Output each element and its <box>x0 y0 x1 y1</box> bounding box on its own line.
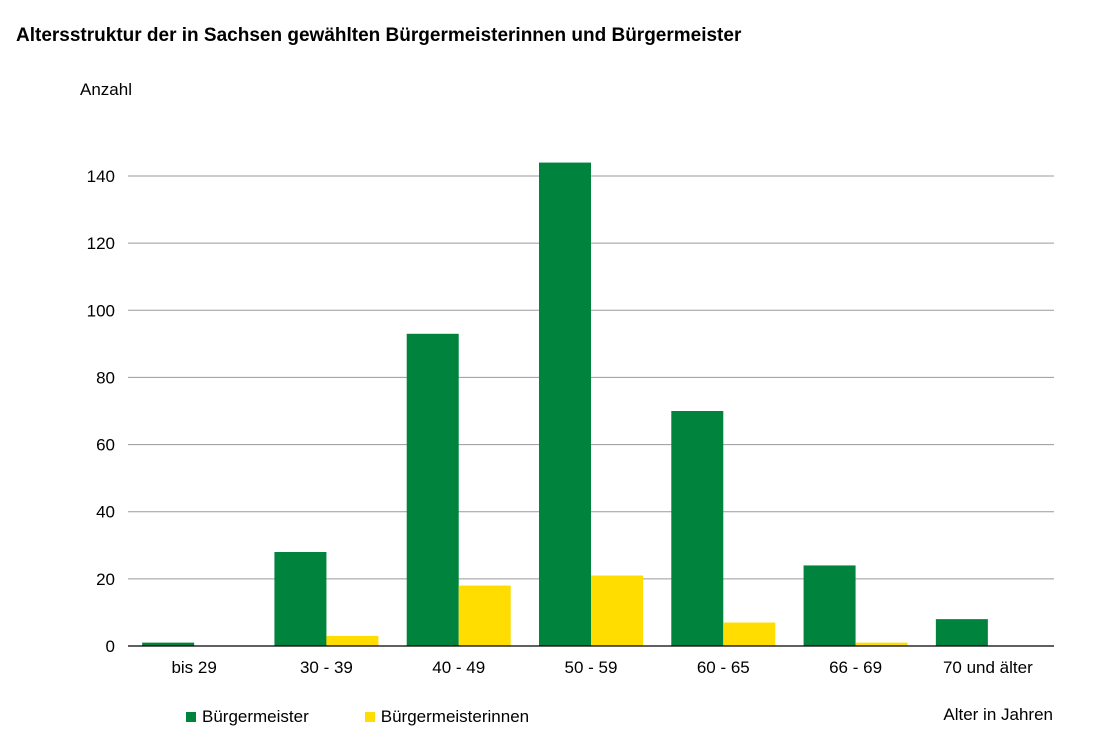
bar-buergermeister <box>671 411 724 646</box>
x-tick-label: bis 29 <box>171 658 216 677</box>
x-tick-label: 50 - 59 <box>565 658 618 677</box>
x-tick-label: 70 und älter <box>943 658 1033 677</box>
bar-buergermeisterinnen <box>855 642 908 646</box>
bar-buergermeisterinnen <box>591 575 643 646</box>
legend: Bürgermeister Bürgermeisterinnen <box>186 707 529 727</box>
x-tick-label: 66 - 69 <box>829 658 882 677</box>
bar-buergermeister <box>274 552 327 646</box>
y-tick-label: 100 <box>87 301 115 320</box>
y-tick-label: 80 <box>96 368 115 387</box>
bar-buergermeister <box>935 619 988 646</box>
chart-title: Altersstruktur der in Sachsen gewählten … <box>16 25 742 46</box>
legend-item-buergermeister: Bürgermeister <box>186 707 309 727</box>
bar-buergermeister <box>539 162 591 647</box>
legend-swatch-buergermeisterinnen <box>364 712 375 722</box>
legend-label-buergermeisterinnen: Bürgermeisterinnen <box>380 707 530 726</box>
y-tick-label: 60 <box>96 436 115 455</box>
x-tick-label: 30 - 39 <box>300 658 353 677</box>
bar-buergermeister <box>406 333 459 646</box>
x-tick-label: 60 - 65 <box>697 658 750 677</box>
legend-label-buergermeister: Bürgermeister <box>202 707 309 726</box>
legend-item-buergermeisterinnen: Bürgermeisterinnen <box>364 707 530 727</box>
y-tick-label: 40 <box>96 503 115 522</box>
bar-buergermeister <box>142 642 195 646</box>
bar-buergermeisterinnen <box>723 622 776 646</box>
bar-buergermeisterinnen <box>326 635 379 646</box>
y-axis-label: Anzahl <box>80 80 132 99</box>
x-axis-label: Alter in Jahren <box>943 705 1053 724</box>
y-tick-label: 20 <box>96 570 115 589</box>
legend-swatch-buergermeister <box>186 712 196 722</box>
bar-buergermeister <box>803 565 856 646</box>
bar-buergermeisterinnen <box>458 585 511 646</box>
y-tick-label: 0 <box>106 637 115 656</box>
y-tick-label: 140 <box>87 167 115 186</box>
y-tick-label: 120 <box>87 234 115 253</box>
x-tick-label: 40 - 49 <box>432 658 485 677</box>
